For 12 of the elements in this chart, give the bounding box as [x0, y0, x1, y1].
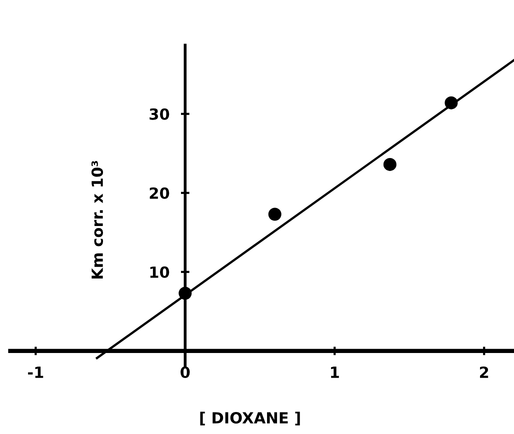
x-tick-label: 1: [331, 366, 339, 378]
point: [383, 158, 396, 171]
y-axis-title: Km corr. x 10³: [91, 161, 104, 279]
y-tick-label: 30: [150, 108, 170, 120]
y-tick-label: 20: [150, 187, 170, 199]
point: [444, 96, 458, 110]
point: [178, 286, 192, 300]
y-tick-label: 10: [150, 266, 170, 278]
point: [268, 208, 282, 221]
x-tick-label: -1: [28, 366, 44, 378]
x-axis-title: [ DIOXANE ]: [200, 412, 300, 426]
x-tick-label: 2: [480, 366, 488, 378]
